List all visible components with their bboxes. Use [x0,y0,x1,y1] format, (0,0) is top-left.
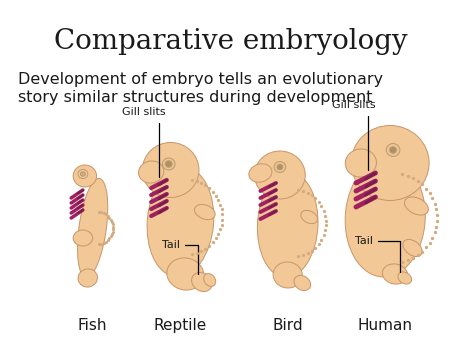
Ellipse shape [351,126,429,201]
Text: Gill slits: Gill slits [121,107,165,177]
Text: Tail: Tail [162,240,198,274]
Ellipse shape [78,169,88,179]
Ellipse shape [191,272,212,291]
Text: Bird: Bird [273,318,303,333]
Ellipse shape [167,258,204,290]
Ellipse shape [277,164,283,170]
Ellipse shape [81,172,85,176]
Ellipse shape [147,167,214,277]
Ellipse shape [163,158,175,170]
Ellipse shape [73,230,92,246]
Ellipse shape [78,269,98,287]
Text: story similar structures during development: story similar structures during developm… [18,90,372,105]
Ellipse shape [73,165,97,187]
Ellipse shape [398,272,411,284]
Ellipse shape [78,179,108,278]
Ellipse shape [294,275,310,290]
Ellipse shape [274,162,286,173]
Ellipse shape [403,240,422,257]
Text: Development of embryo tells an evolutionary: Development of embryo tells an evolution… [18,72,383,87]
Ellipse shape [390,147,396,153]
Ellipse shape [165,161,172,167]
Ellipse shape [273,262,302,288]
Ellipse shape [204,274,216,286]
Ellipse shape [194,204,215,220]
Ellipse shape [383,264,408,284]
Ellipse shape [255,151,305,199]
Ellipse shape [138,161,164,183]
Ellipse shape [257,173,318,278]
Ellipse shape [142,142,199,197]
Ellipse shape [345,159,425,277]
Ellipse shape [345,149,376,177]
Text: Tail: Tail [355,236,400,272]
Text: Gill slits: Gill slits [332,100,376,170]
Ellipse shape [404,197,428,215]
Ellipse shape [386,143,400,157]
Text: Human: Human [358,318,413,333]
Text: Comparative embryology: Comparative embryology [55,28,408,55]
Ellipse shape [249,164,272,182]
Text: Fish: Fish [78,318,108,333]
Ellipse shape [301,211,318,224]
Text: Reptile: Reptile [154,318,207,333]
